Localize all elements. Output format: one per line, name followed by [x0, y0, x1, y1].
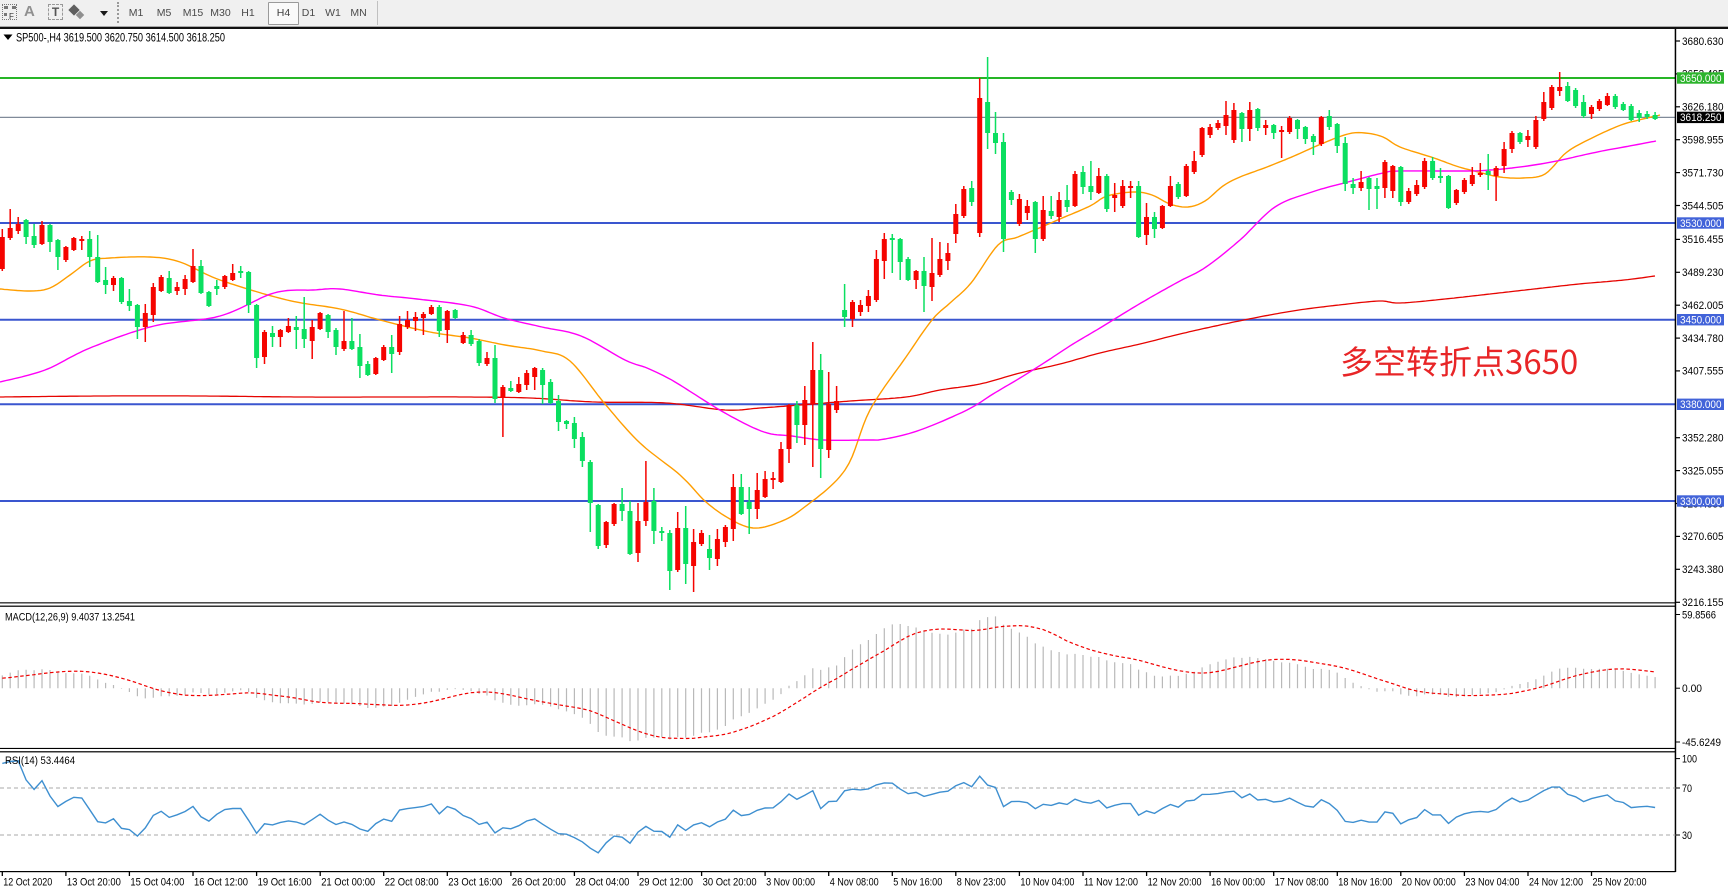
- svg-text:30: 30: [1682, 830, 1692, 842]
- svg-text:100: 100: [1682, 753, 1697, 765]
- svg-text:16 Nov 00:00: 16 Nov 00:00: [1211, 877, 1265, 889]
- svg-text:0.00: 0.00: [1682, 683, 1702, 695]
- svg-text:8 Nov 23:00: 8 Nov 23:00: [957, 877, 1006, 889]
- svg-text:23 Nov 04:00: 23 Nov 04:00: [1465, 877, 1519, 889]
- svg-text:21 Oct 00:00: 21 Oct 00:00: [321, 877, 375, 889]
- svg-text:3571.730: 3571.730: [1682, 167, 1724, 179]
- svg-text:20 Nov 00:00: 20 Nov 00:00: [1402, 877, 1456, 889]
- svg-text:3270.605: 3270.605: [1682, 531, 1724, 543]
- svg-text:3352.280: 3352.280: [1682, 433, 1724, 445]
- svg-text:SP500-,H4 3619.500 3620.750 3: SP500-,H4 3619.500 3620.750 3614.500 361…: [16, 33, 225, 45]
- svg-text:13 Oct 20:00: 13 Oct 20:00: [67, 877, 121, 889]
- svg-text:5 Nov 16:00: 5 Nov 16:00: [893, 877, 942, 889]
- svg-text:3325.055: 3325.055: [1682, 465, 1724, 477]
- svg-text:3462.005: 3462.005: [1682, 300, 1724, 312]
- svg-text:3516.455: 3516.455: [1682, 234, 1724, 246]
- svg-text:23 Oct 16:00: 23 Oct 16:00: [448, 877, 502, 889]
- svg-text:24 Nov 12:00: 24 Nov 12:00: [1529, 877, 1583, 889]
- svg-text:3434.780: 3434.780: [1682, 333, 1724, 345]
- svg-text:30 Oct 20:00: 30 Oct 20:00: [703, 877, 757, 889]
- svg-text:3216.155: 3216.155: [1682, 597, 1724, 609]
- svg-text:-45.6249: -45.6249: [1682, 737, 1721, 749]
- svg-text:16 Oct 12:00: 16 Oct 12:00: [194, 877, 248, 889]
- svg-text:15 Oct 04:00: 15 Oct 04:00: [130, 877, 184, 889]
- svg-text:3300.000: 3300.000: [1680, 496, 1722, 508]
- svg-text:26 Oct 20:00: 26 Oct 20:00: [512, 877, 566, 889]
- svg-text:3530.000: 3530.000: [1680, 218, 1722, 230]
- svg-text:70: 70: [1682, 783, 1692, 795]
- svg-text:3626.180: 3626.180: [1682, 102, 1724, 114]
- svg-text:3450.000: 3450.000: [1680, 315, 1722, 327]
- svg-text:3243.380: 3243.380: [1682, 564, 1724, 576]
- svg-text:18 Nov 16:00: 18 Nov 16:00: [1338, 877, 1392, 889]
- svg-text:4 Nov 08:00: 4 Nov 08:00: [830, 877, 879, 889]
- svg-text:3680.630: 3680.630: [1682, 36, 1724, 48]
- svg-text:3380.000: 3380.000: [1680, 399, 1722, 411]
- svg-text:12 Oct 2020: 12 Oct 2020: [3, 877, 52, 889]
- svg-text:11 Nov 12:00: 11 Nov 12:00: [1084, 877, 1138, 889]
- svg-text:MACD(12,26,9) 9.4037 13.2541: MACD(12,26,9) 9.4037 13.2541: [5, 612, 135, 624]
- svg-text:3598.955: 3598.955: [1682, 135, 1724, 147]
- svg-text:28 Oct 04:00: 28 Oct 04:00: [575, 877, 629, 889]
- svg-text:12 Nov 20:00: 12 Nov 20:00: [1148, 877, 1202, 889]
- svg-text:25 Nov 20:00: 25 Nov 20:00: [1593, 877, 1647, 889]
- svg-text:3618.250: 3618.250: [1680, 112, 1722, 124]
- svg-text:22 Oct 08:00: 22 Oct 08:00: [385, 877, 439, 889]
- svg-text:10 Nov 04:00: 10 Nov 04:00: [1020, 877, 1074, 889]
- svg-text:3544.505: 3544.505: [1682, 200, 1724, 212]
- svg-text:17 Nov 08:00: 17 Nov 08:00: [1275, 877, 1329, 889]
- svg-text:3407.555: 3407.555: [1682, 366, 1724, 378]
- svg-text:19 Oct 16:00: 19 Oct 16:00: [258, 877, 312, 889]
- svg-text:29 Oct 12:00: 29 Oct 12:00: [639, 877, 693, 889]
- svg-text:59.8566: 59.8566: [1682, 609, 1716, 621]
- svg-text:3489.230: 3489.230: [1682, 267, 1724, 279]
- svg-text:RSI(14) 53.4464: RSI(14) 53.4464: [5, 755, 75, 767]
- svg-text:3650.000: 3650.000: [1680, 73, 1722, 85]
- svg-text:3 Nov 00:00: 3 Nov 00:00: [766, 877, 815, 889]
